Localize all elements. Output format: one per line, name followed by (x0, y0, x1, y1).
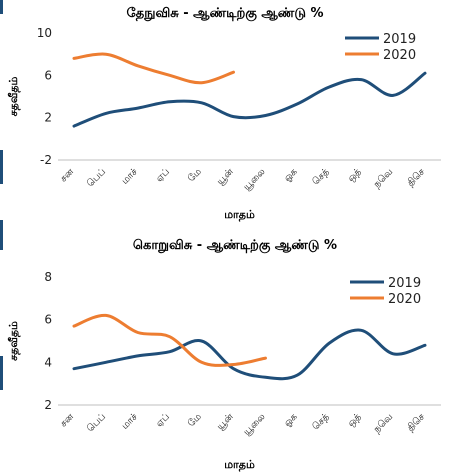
y-tick-label: 6 (44, 68, 52, 82)
edge-marker (0, 220, 3, 250)
legend-label-2019: 2019 (388, 276, 421, 291)
x-tick-label: யூன் (215, 166, 237, 188)
x-tick-label: திசெ (405, 411, 428, 434)
legend-label-2020: 2020 (383, 48, 416, 63)
series-line-2020 (72, 313, 267, 367)
legend-label-2019: 2019 (383, 32, 416, 47)
y-axis-title: சதவீதம் (7, 76, 21, 116)
x-tick-label: திசெ (405, 166, 428, 189)
x-tick-label: யூன் (215, 411, 237, 433)
series-line-2019 (72, 71, 427, 128)
y-tick-label: -2 (40, 153, 52, 167)
chart-panel-bottom: கொறுவிசு - ஆண்டிற்கு ஆண்டு % 2 4 6 8 சன பெப் மா… (0, 220, 451, 476)
x-tick-label: சன (58, 166, 77, 185)
chart-title: கொறுவிசு - ஆண்டிற்கு ஆண்டு % (133, 238, 337, 253)
x-tick-label: நவெ (371, 411, 395, 435)
x-tick-label: யூலை (241, 166, 267, 192)
x-tick-label: ஏப் (154, 166, 172, 184)
x-tick-label: மே (186, 166, 204, 184)
x-axis-title: மாதம் (224, 458, 255, 472)
edge-marker (0, 356, 3, 390)
edge-marker (0, 0, 3, 14)
y-tick-label: 2 (44, 398, 52, 412)
x-tick-label: ஒத் (346, 166, 364, 184)
x-tick-label: பெப் (85, 411, 108, 434)
y-tick-label: 8 (44, 270, 52, 284)
chart-top: தேநுவிசு - ஆண்டிற்கு ஆண்டு % -2 2 6 10 சன பெப்… (7, 6, 441, 222)
x-tick-label: மாச் (119, 166, 140, 187)
x-axis-title: மாதம் (224, 208, 255, 222)
x-tick-label: மே (186, 411, 204, 429)
x-tick-label: சன (58, 411, 77, 430)
y-tick-label: 6 (44, 313, 52, 327)
series-line-2020 (72, 52, 235, 85)
x-tick-label: நவெ (371, 166, 395, 190)
x-tick-label: ஓக (282, 411, 300, 429)
x-tick-label: பெப் (85, 166, 108, 189)
x-tick-label: செத் (310, 411, 332, 433)
x-tick-label: ஓக (282, 166, 300, 184)
y-tick-label: 10 (37, 26, 52, 40)
x-tick-label: மாச் (119, 411, 140, 432)
edge-marker (0, 150, 3, 184)
x-tick-label: ஏப் (154, 411, 172, 429)
y-tick-label: 2 (44, 111, 52, 125)
y-axis-title: சதவீதம் (7, 321, 21, 361)
x-tick-label: ஒத் (346, 411, 364, 429)
x-tick-label: செத் (310, 166, 332, 188)
chart-title: தேநுவிசு - ஆண்டிற்கு ஆண்டு % (127, 6, 324, 21)
legend-label-2020: 2020 (388, 292, 421, 307)
chart-panel-top: தேநுவிசு - ஆண்டிற்கு ஆண்டு % -2 2 6 10 சன பெப்… (0, 0, 451, 232)
y-tick-label: 4 (44, 355, 52, 369)
x-tick-label: யூலை (241, 411, 267, 437)
chart-bottom: கொறுவிசு - ஆண்டிற்கு ஆண்டு % 2 4 6 8 சன பெப் மா… (7, 238, 441, 472)
series-line-2019 (72, 328, 427, 381)
